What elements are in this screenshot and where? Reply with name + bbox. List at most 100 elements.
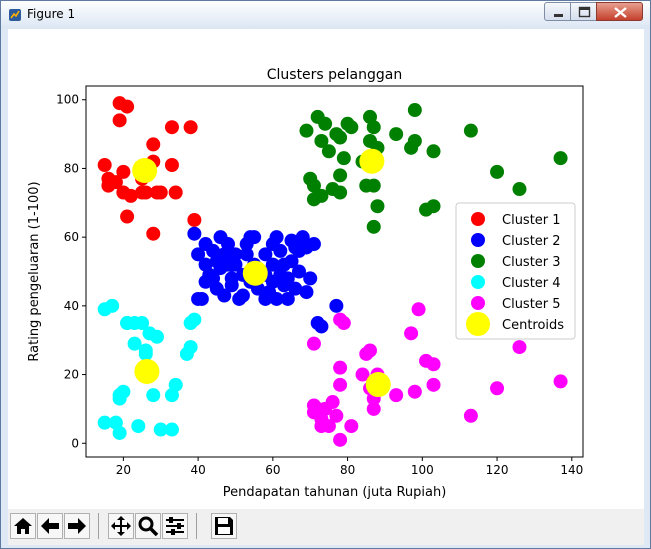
- data-point-cluster-3: [318, 116, 333, 131]
- legend-label: Cluster 5: [502, 297, 561, 312]
- data-point-cluster-4: [112, 391, 127, 406]
- legend-marker: [471, 275, 485, 289]
- data-point-cluster-4: [150, 329, 164, 344]
- home-button[interactable]: [10, 513, 36, 539]
- data-point-cluster-4: [164, 422, 179, 437]
- data-point-cluster-3: [336, 151, 351, 166]
- data-point-cluster-2: [206, 271, 221, 286]
- data-point-cluster-3: [407, 133, 422, 148]
- data-point-cluster-5: [333, 312, 348, 327]
- data-point-cluster-5: [411, 302, 426, 317]
- title-bar[interactable]: Figure 1: [1, 1, 650, 29]
- data-point-cluster-1: [146, 226, 161, 241]
- data-point-cluster-2: [209, 254, 224, 269]
- data-point-cluster-5: [389, 388, 404, 403]
- data-point-cluster-4: [146, 388, 161, 403]
- x-tick-label: 140: [560, 463, 583, 477]
- data-point-cluster-3: [306, 178, 321, 193]
- forward-button[interactable]: [64, 513, 90, 539]
- data-point-cluster-1: [168, 185, 183, 200]
- y-tick-label: 60: [64, 230, 79, 244]
- data-point-cluster-2: [269, 291, 284, 306]
- data-point-cluster-5: [512, 340, 527, 355]
- data-point-cluster-3: [333, 130, 348, 145]
- data-point-cluster-4: [105, 298, 120, 313]
- centroid-point: [134, 358, 160, 384]
- data-point-cluster-2: [224, 257, 239, 272]
- sliders-icon: [166, 517, 184, 535]
- centroid-point: [359, 148, 385, 174]
- toolbar-separator: [98, 513, 99, 539]
- data-point-cluster-1: [138, 185, 153, 200]
- data-point-cluster-3: [512, 182, 527, 197]
- data-point-cluster-4: [135, 316, 150, 331]
- data-point-cluster-5: [463, 408, 478, 423]
- legend-box: [455, 202, 576, 340]
- data-point-cluster-3: [407, 103, 422, 118]
- minimize-button[interactable]: [544, 2, 571, 21]
- data-point-cluster-5: [344, 419, 359, 434]
- data-point-cluster-3: [389, 127, 404, 142]
- data-point-cluster-2: [191, 291, 206, 306]
- legend-label: Cluster 3: [502, 255, 561, 270]
- legend-label: Cluster 4: [502, 276, 561, 291]
- x-tick-label: 100: [411, 463, 434, 477]
- scatter-chart: Clusters pelanggan 20 40 60 80 100 120 140 0 20 40…: [27, 67, 584, 500]
- data-point-cluster-2: [235, 288, 250, 303]
- forward-arrow-icon: [68, 518, 86, 534]
- data-point-cluster-2: [306, 237, 321, 252]
- data-point-cluster-2: [284, 254, 299, 269]
- data-point-cluster-2: [292, 264, 306, 279]
- centroid-point: [132, 158, 158, 184]
- data-point-cluster-1: [120, 209, 135, 224]
- legend-marker: [471, 296, 485, 310]
- y-tick-label: 40: [64, 299, 79, 313]
- data-point-cluster-2: [280, 291, 295, 306]
- data-point-cluster-5: [333, 360, 348, 375]
- data-point-cluster-4: [97, 415, 112, 430]
- figure-canvas: Clusters pelanggan 20 40 60 80 100 120 140 0 20 40…: [8, 29, 644, 509]
- centroid-point: [242, 260, 268, 286]
- data-point-cluster-3: [366, 219, 381, 234]
- figure-app-icon: [9, 9, 21, 21]
- save-button[interactable]: [211, 513, 237, 539]
- data-point-cluster-5: [325, 395, 340, 410]
- data-point-cluster-1: [112, 113, 127, 128]
- zoom-button[interactable]: [135, 513, 161, 539]
- data-point-cluster-2: [303, 271, 318, 286]
- data-point-cluster-4: [138, 343, 153, 358]
- back-button[interactable]: [37, 513, 63, 539]
- data-point-cluster-3: [366, 120, 381, 135]
- data-point-cluster-2: [224, 278, 239, 293]
- minimize-icon: [554, 14, 563, 17]
- data-point-cluster-2: [299, 285, 314, 300]
- data-point-cluster-3: [426, 144, 441, 159]
- data-point-cluster-5: [321, 419, 336, 434]
- close-icon: [614, 7, 627, 18]
- maximize-button[interactable]: [570, 2, 597, 21]
- data-point-cluster-2: [198, 237, 213, 252]
- y-axis-label: Rating pengeluaran (1-100): [27, 181, 42, 361]
- configure-subplots-button[interactable]: [162, 513, 188, 539]
- data-point-cluster-4: [183, 340, 198, 355]
- legend-marker: [471, 212, 485, 226]
- data-point-cluster-2: [191, 247, 206, 262]
- close-button[interactable]: [596, 2, 643, 21]
- data-point-cluster-1: [101, 178, 116, 193]
- data-point-cluster-2: [314, 319, 329, 334]
- data-point-cluster-4: [168, 377, 183, 392]
- pan-button[interactable]: [108, 513, 134, 539]
- data-point-cluster-4: [127, 336, 142, 351]
- data-point-cluster-5: [426, 357, 441, 372]
- data-point-cluster-3: [363, 133, 377, 148]
- x-tick-label: 60: [265, 463, 280, 477]
- legend-marker: [471, 254, 485, 268]
- data-point-cluster-5: [404, 326, 419, 341]
- data-point-cluster-5: [355, 367, 370, 382]
- legend-marker: [466, 312, 490, 336]
- pan-move-icon: [111, 516, 131, 536]
- x-tick-label: 40: [190, 463, 205, 477]
- data-point-cluster-2: [288, 240, 303, 255]
- data-point-cluster-1: [153, 185, 168, 200]
